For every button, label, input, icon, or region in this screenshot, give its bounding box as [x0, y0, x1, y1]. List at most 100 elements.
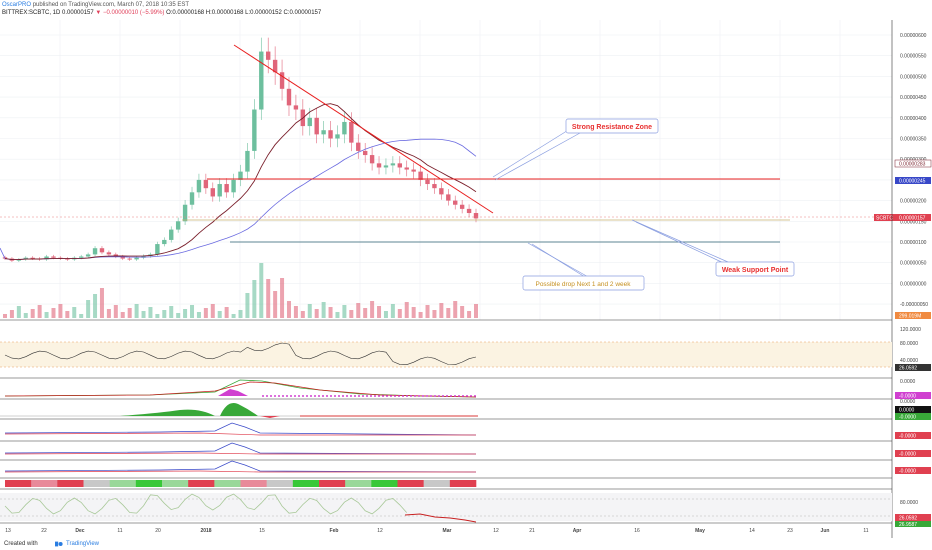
- candle-body: [439, 188, 444, 195]
- author-link[interactable]: OscarPRO: [2, 2, 32, 8]
- rsi-value-tag: 26.0592: [899, 366, 917, 372]
- chart-canvas[interactable]: Strong Resistance Zone Weak Support Poin…: [0, 20, 932, 538]
- pane7-value-tag: -0.0000: [899, 469, 916, 475]
- signal-cell: [5, 480, 32, 487]
- pane6-value-tag: -0.0000: [899, 452, 916, 458]
- stoch-value-tag: 26.0592: [899, 516, 917, 522]
- candle-body: [328, 130, 333, 139]
- volume-bar: [383, 311, 388, 318]
- volume-bars: [3, 263, 478, 318]
- time-axis-label: 2018: [200, 528, 211, 534]
- price-axis-label: 0.00000150: [900, 219, 927, 225]
- support-callout[interactable]: Weak Support Point: [715, 261, 795, 277]
- candle-body: [189, 192, 195, 205]
- osc1-axis-value: 0.0000: [900, 379, 916, 385]
- hist-value-tag-a: 0.0000: [899, 408, 915, 414]
- candle-body: [293, 105, 299, 110]
- stoch-axis-80: 80.0000: [900, 500, 918, 506]
- volume-bar: [72, 307, 77, 318]
- volume-bar: [155, 314, 160, 318]
- hist-value-tag-b: -0.0000: [899, 415, 916, 421]
- candle-body: [78, 256, 84, 258]
- volume-bar: [23, 313, 28, 318]
- volume-bar: [418, 312, 423, 318]
- candle-body: [321, 130, 326, 135]
- ma-short-tag: 0.00000245: [899, 179, 926, 185]
- volume-bar: [231, 314, 236, 318]
- publish-info: OscarPRO published on TradingView.com, M…: [2, 2, 189, 8]
- signal-cell: [292, 480, 320, 487]
- candle-body: [473, 213, 479, 219]
- volume-bar: [467, 311, 472, 318]
- signal-cell: [83, 480, 110, 487]
- price-axis-label: -0.00000050: [900, 302, 928, 308]
- resistance-callout-text: Strong Resistance Zone: [572, 124, 652, 131]
- volume-bar: [446, 308, 451, 318]
- volume-bar: [363, 308, 368, 318]
- downtrend-line[interactable]: [233, 44, 494, 214]
- price-axis-label: 0.00000050: [900, 261, 927, 267]
- candle-body: [459, 204, 465, 209]
- volume-bar: [148, 307, 153, 318]
- volume-bar: [370, 301, 375, 318]
- candle-body: [85, 254, 91, 257]
- symbol-info: BITTREX:SCBTC, 1D 0.00000157 ▼ −0.000000…: [2, 10, 321, 16]
- volume-tag: 299.019M: [899, 314, 921, 320]
- volume-bar: [349, 310, 354, 318]
- volume-bar: [51, 308, 56, 318]
- time-axis-label: Jun: [821, 528, 830, 534]
- signal-cell: [188, 480, 215, 487]
- rsi-pane: 120.0000 80.0000 40.0000 26.0592: [0, 327, 931, 372]
- candle-body: [411, 169, 416, 172]
- candle-body: [453, 200, 458, 205]
- volume-bar: [44, 312, 49, 318]
- volume-bar: [65, 311, 70, 318]
- volume-bar: [9, 310, 14, 318]
- time-axis-label: 16: [634, 528, 640, 534]
- price-axis-label: 0.00000350: [900, 137, 927, 143]
- volume-bar: [203, 308, 208, 318]
- time-axis-label: 20: [155, 528, 161, 534]
- candle-body: [432, 184, 437, 189]
- candle-body: [356, 142, 361, 151]
- volume-bar: [321, 302, 326, 318]
- candle-body: [252, 109, 257, 151]
- support-callout-text: Weak Support Point: [722, 267, 789, 274]
- volume-bar: [217, 311, 222, 318]
- candle-body: [224, 184, 229, 193]
- time-axis-label: 12: [377, 528, 383, 534]
- volume-bar: [453, 301, 458, 318]
- candle-body: [16, 259, 22, 261]
- candle-body: [231, 179, 236, 193]
- candle-body: [259, 51, 264, 110]
- line-pane-7: -0.0000: [4, 460, 931, 475]
- price-axis-label: 0.00000000: [900, 281, 927, 287]
- time-axis-label: Feb: [330, 528, 339, 534]
- volume-bar: [169, 306, 174, 318]
- ma-long-tag: 0.00000283: [899, 162, 926, 168]
- volume-bar: [273, 291, 278, 318]
- candle-body: [466, 208, 472, 214]
- resistance-callout[interactable]: Strong Resistance Zone: [565, 118, 659, 134]
- candle-body: [203, 179, 209, 189]
- tradingview-brand-link[interactable]: TradingView: [66, 541, 100, 547]
- candle-body: [238, 171, 243, 180]
- volume-bar: [141, 311, 146, 318]
- candle-body: [30, 257, 35, 259]
- time-axis-label: 11: [117, 528, 122, 534]
- time-axis-label: Dec: [75, 528, 84, 534]
- candle-body: [127, 258, 132, 260]
- created-with-text: Created with: [4, 541, 38, 547]
- volume-bar: [328, 307, 333, 318]
- time-axis[interactable]: 13 22 Dec 11 20 2018 15 Feb 12 Mar 12 21 Apr 16 May 14 2…: [5, 528, 869, 534]
- signal-cell: [214, 480, 241, 487]
- drop-callout[interactable]: Possible drop Next 1 and 2 week: [522, 275, 645, 291]
- time-axis-label: 15: [259, 528, 265, 534]
- candle-body: [376, 163, 382, 168]
- volume-bar: [79, 314, 84, 318]
- price-axis[interactable]: 0.00000600 0.00000550 0.00000500 0.00000450…: [900, 33, 928, 308]
- candle-body: [397, 163, 403, 168]
- price-axis-label: 0.00000450: [900, 95, 927, 101]
- candle-body: [404, 167, 409, 170]
- volume-bar: [390, 304, 395, 318]
